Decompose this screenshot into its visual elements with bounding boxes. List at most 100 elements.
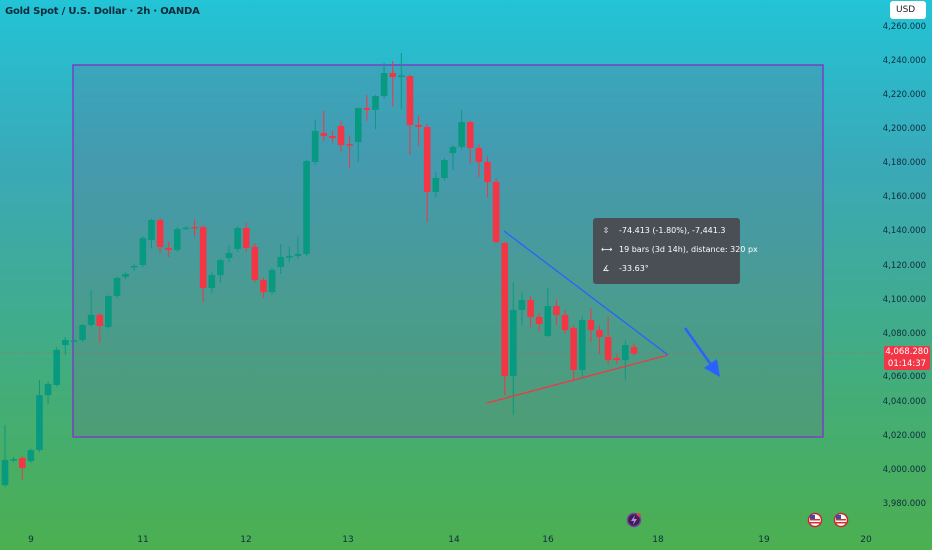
- time-tick-label: 13: [342, 535, 354, 545]
- candle: [130, 263, 138, 271]
- currency-button[interactable]: USD: [890, 1, 926, 19]
- candle-body: [596, 330, 603, 338]
- candle: [303, 159, 310, 257]
- candle-body: [294, 253, 302, 256]
- candle-body: [225, 253, 233, 259]
- price-range-icon: ⇳: [602, 226, 610, 235]
- us-flag-icon[interactable]: [807, 512, 823, 528]
- candle: [622, 340, 629, 380]
- candle-body: [53, 349, 60, 385]
- price-tick-label: 4,020.000: [882, 430, 926, 441]
- current-price-tag: 4,068.280 01:14:37: [884, 346, 930, 370]
- candle-body: [303, 161, 310, 254]
- price-tick-label: 4,180.000: [882, 158, 926, 169]
- candle-body: [484, 161, 491, 183]
- candle-body: [337, 125, 345, 146]
- candle: [449, 145, 457, 171]
- candle: [354, 107, 362, 162]
- price-tick-label: 4,000.000: [882, 464, 926, 475]
- candle-body: [44, 384, 52, 396]
- candle-body: [466, 122, 474, 148]
- price-tick-label: 4,040.000: [882, 396, 926, 407]
- candle-body: [553, 306, 560, 315]
- upper-trendline[interactable]: [503, 230, 669, 356]
- candle: [510, 282, 517, 416]
- us-flag-icon[interactable]: [833, 512, 849, 528]
- candle: [87, 290, 95, 327]
- candle-body: [234, 228, 241, 249]
- lower-trendline[interactable]: [486, 354, 669, 404]
- candle: [630, 343, 638, 356]
- candle-body: [492, 182, 500, 242]
- candle: [182, 226, 190, 230]
- measure-bars: 19 bars (3d 14h), distance: 320 px: [619, 245, 758, 254]
- candle: [398, 53, 405, 109]
- candle: [242, 222, 250, 252]
- candle: [544, 287, 552, 338]
- candle: [406, 74, 414, 155]
- candle: [79, 323, 86, 343]
- candle: [372, 95, 379, 130]
- candle: [492, 178, 500, 244]
- candle: [165, 241, 173, 257]
- price-tick-label: 4,080.000: [882, 328, 926, 339]
- candle: [260, 277, 267, 298]
- candle-body: [251, 246, 259, 280]
- candle: [294, 236, 302, 259]
- candle: [415, 115, 422, 147]
- candle-body: [199, 226, 207, 288]
- candle: [148, 218, 155, 249]
- candle-body: [475, 147, 483, 162]
- candle-body: [174, 229, 181, 250]
- candle: [208, 272, 216, 293]
- measure-price-change: -74.413 (-1.80%), -7,441.3: [619, 226, 726, 235]
- candle: [329, 130, 336, 143]
- candles-group: [1, 53, 638, 488]
- candle-body: [406, 76, 414, 125]
- price-tick-label: 4,220.000: [882, 90, 926, 101]
- candle-body: [570, 328, 577, 370]
- candle: [1, 424, 9, 488]
- price-tick-label: 4,200.000: [882, 124, 926, 135]
- candle: [432, 171, 440, 198]
- candle: [337, 120, 345, 152]
- candle: [535, 313, 543, 332]
- candle-body: [122, 274, 129, 277]
- candle-body: [510, 309, 517, 377]
- candle: [44, 381, 52, 405]
- price-tick-label: 4,140.000: [882, 226, 926, 237]
- candle-body: [561, 314, 569, 331]
- candle: [441, 158, 448, 181]
- candle-body: [130, 266, 138, 268]
- time-tick-label: 20: [860, 535, 872, 545]
- candle-body: [277, 256, 285, 268]
- candle: [156, 217, 164, 254]
- candle-body: [527, 300, 534, 317]
- candle-body: [380, 72, 388, 96]
- candle: [587, 308, 595, 343]
- candle-body: [165, 247, 173, 250]
- candle-body: [36, 395, 43, 450]
- candle: [501, 241, 509, 396]
- candle: [225, 245, 233, 263]
- lightning-event-icon[interactable]: [626, 512, 642, 528]
- candle-body: [96, 314, 104, 326]
- candle: [27, 448, 35, 464]
- candle-body: [10, 459, 17, 461]
- candle-body: [449, 146, 457, 154]
- candle-body: [354, 107, 362, 142]
- candle-body: [630, 346, 638, 354]
- candle: [484, 156, 491, 198]
- candle: [174, 227, 181, 252]
- candle: [139, 236, 147, 268]
- candle-body: [432, 177, 440, 193]
- price-tick-label: 4,260.000: [882, 22, 926, 32]
- time-tick-label: 9: [28, 535, 34, 545]
- candle-body: [87, 314, 95, 325]
- chart-title: Gold Spot / U.S. Dollar · 2h · OANDA: [5, 6, 200, 17]
- candle: [561, 309, 569, 334]
- candle: [380, 62, 388, 99]
- angle-icon: ∡: [602, 264, 610, 273]
- down-arrow-drawing[interactable]: [683, 327, 720, 377]
